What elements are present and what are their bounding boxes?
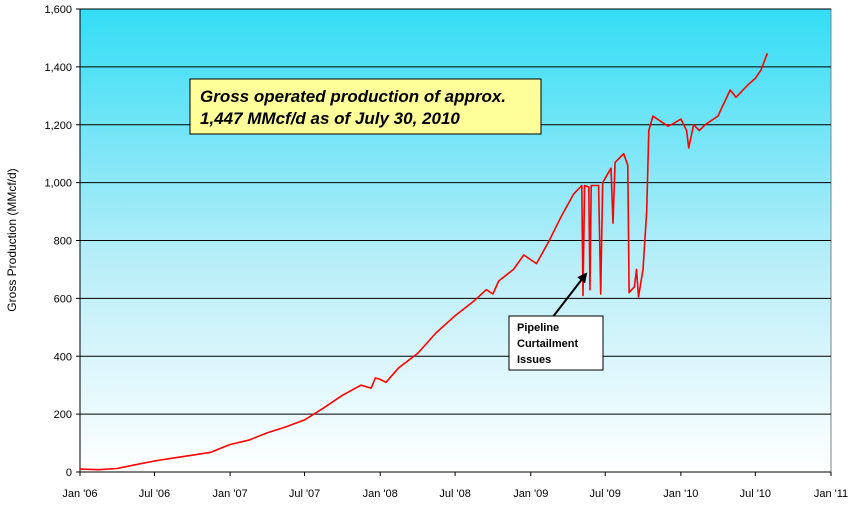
x-tick-label-2: Jan '07: [213, 488, 248, 500]
y-tick-label-6: 1,200: [44, 120, 72, 132]
pipeline-annotation: Pipeline Curtailment Issues: [508, 272, 604, 371]
y-tick-label-4: 800: [54, 236, 72, 248]
y-tick-label-1: 200: [54, 409, 72, 421]
y-tick-label-0: 0: [66, 467, 72, 479]
x-tick-label-7: Jul '09: [589, 488, 620, 500]
y-tick-label-8: 1,600: [44, 4, 72, 16]
x-tick-label-0: Jan '06: [62, 488, 97, 500]
x-tick-label-5: Jul '08: [439, 488, 470, 500]
x-axis-ticks: Jan '06 Jul '06 Jan '07 Jul '07 Jan '08 Jul '…: [62, 472, 848, 500]
y-tick-label-2: 400: [54, 351, 72, 363]
series-line-0: [79, 53, 769, 471]
series-layer: [79, 53, 769, 471]
pipeline-arrow: [551, 272, 588, 319]
x-tick-label-10: Jan '11: [814, 488, 848, 500]
y-tick-label-5: 1,000: [44, 178, 72, 190]
callout-line-2: 1,447 MMcf/d as of July 30, 2010: [200, 109, 460, 128]
pipeline-line-2: Curtailment: [517, 338, 578, 350]
x-tick-label-3: Jul '07: [289, 488, 320, 500]
pipeline-box: [508, 315, 604, 371]
x-tick-label-6: Jan '09: [513, 488, 548, 500]
y-tick-label-3: 600: [54, 293, 72, 305]
y-axis-label: Gross Production (MMcf/d): [5, 168, 19, 311]
y-tick-label-7: 1,400: [44, 62, 72, 74]
x-tick-label-9: Jul '10: [740, 488, 771, 500]
x-tick-label-1: Jul '06: [139, 488, 170, 500]
callout-box: [189, 78, 542, 135]
pipeline-line-3: Issues: [517, 354, 551, 366]
pipeline-line-1: Pipeline: [517, 322, 559, 334]
x-tick-label-4: Jan '08: [363, 488, 398, 500]
production-callout: Gross operated production of approx. 1,4…: [189, 78, 542, 135]
callout-line-1: Gross operated production of approx.: [200, 87, 506, 106]
y-axis-ticks: 0 200 400 600 800 1,000 1,200 1,400 1,600: [44, 4, 80, 479]
x-tick-label-8: Jan '10: [663, 488, 698, 500]
